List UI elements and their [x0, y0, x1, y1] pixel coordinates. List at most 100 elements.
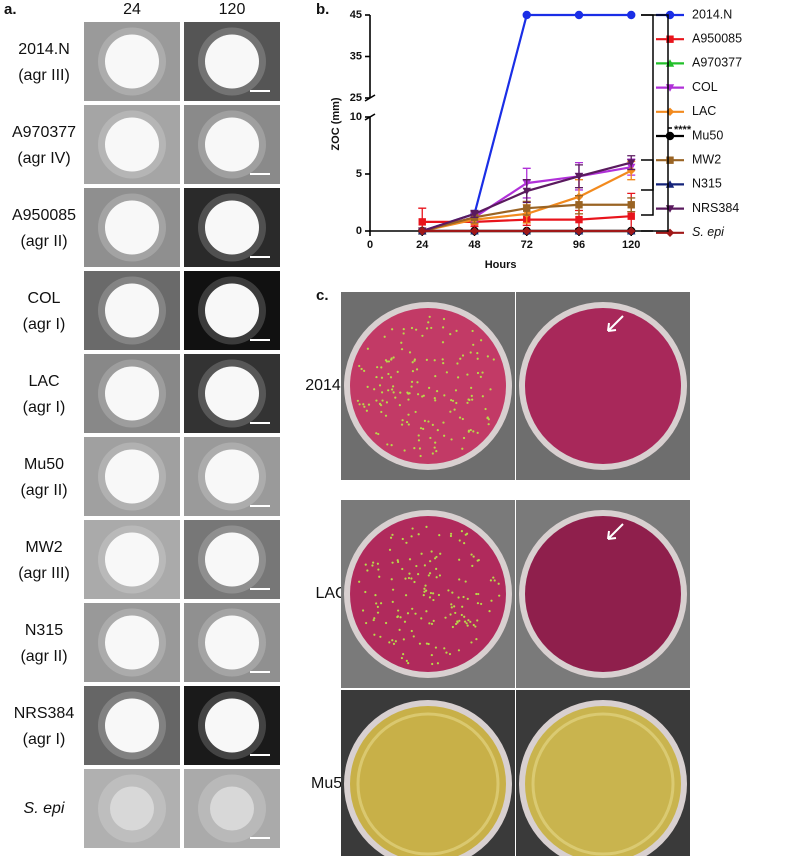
strain-label: A970377: [12, 124, 76, 141]
colony-dot: [416, 381, 419, 384]
colony-dot: [375, 375, 378, 379]
legend-marker: [665, 228, 675, 237]
colony-dot: [435, 555, 438, 559]
colony-dot: [457, 649, 461, 652]
dish-growth: [356, 712, 500, 856]
strain-label: Mu50: [24, 456, 64, 473]
colony-dot: [458, 619, 461, 622]
colony-dot: [458, 558, 461, 561]
colony-dot: [449, 532, 453, 535]
colony-dot: [442, 362, 445, 365]
marker: [522, 187, 531, 196]
colony-dot: [415, 328, 418, 331]
colony-dot: [444, 616, 447, 619]
colony-dot: [427, 574, 430, 577]
colony-dot: [396, 370, 399, 373]
colony-dot: [397, 609, 400, 612]
colony-dot: [463, 620, 467, 623]
colony-dot: [399, 616, 402, 619]
colony-dot: [430, 326, 433, 330]
dish-growth: [531, 712, 675, 856]
legend-label: MW2: [692, 152, 721, 166]
y-tick-label: 10: [350, 111, 362, 123]
colony-dot: [366, 569, 369, 572]
colony-spot: [105, 449, 159, 504]
colony-dot: [434, 375, 437, 378]
marker: [418, 218, 426, 226]
marker: [418, 226, 427, 236]
colony-spot: [105, 615, 159, 670]
colony-dot: [441, 358, 444, 361]
colony-dot: [388, 548, 392, 551]
colony-dot: [455, 401, 458, 405]
colony-spot: [105, 117, 159, 172]
colony-dot: [472, 343, 475, 346]
colony-dot: [386, 443, 389, 446]
marker: [470, 226, 479, 236]
colony-dot: [392, 356, 395, 359]
arrow: [607, 523, 624, 540]
arrow: [607, 315, 624, 332]
legend-label: 2014.N: [692, 7, 732, 21]
colony-dot: [443, 394, 446, 397]
colony-dot: [425, 589, 428, 592]
colony-dot: [390, 578, 393, 581]
marker: [575, 201, 583, 209]
colony-dot: [427, 321, 430, 324]
colony-dot: [358, 364, 361, 368]
colony-dot: [417, 572, 420, 576]
agr-group-label: (agr II): [20, 233, 67, 250]
strain-label: N315: [25, 622, 63, 639]
colony-dot: [431, 662, 434, 666]
colony-dot: [471, 564, 474, 567]
colony-dot: [419, 454, 422, 458]
colony-dot: [434, 441, 437, 444]
colony-dot: [392, 391, 395, 394]
agr-group-label: (agr II): [20, 482, 67, 499]
colony-dot: [449, 613, 452, 616]
colony-dot: [430, 622, 434, 625]
colony-dot: [458, 539, 461, 542]
colony-dot: [431, 452, 434, 455]
strain-label: LAC: [28, 373, 59, 390]
marker: [627, 166, 636, 175]
colony-dot: [402, 638, 405, 641]
colony-dot: [410, 629, 413, 633]
colony-dot: [384, 414, 388, 417]
colony-dot: [400, 341, 403, 344]
colony-dot: [411, 607, 414, 610]
colony-dot: [487, 418, 490, 421]
colony-dot: [466, 373, 469, 376]
colony-dot: [406, 612, 410, 615]
colony-dot: [408, 572, 411, 575]
colony-dot: [396, 559, 399, 562]
colony-dot: [476, 371, 480, 375]
x-tick-label: 24: [416, 239, 429, 251]
colony-dot: [466, 597, 469, 600]
colony-dot: [366, 385, 369, 389]
colony-dot: [431, 423, 434, 426]
colony-dot: [378, 575, 381, 578]
strain-label: NRS384: [14, 705, 75, 722]
colony-dot: [374, 594, 377, 597]
x-tick-label: 120: [622, 239, 640, 251]
legend-label: A950085: [692, 31, 742, 45]
colony-dot: [379, 404, 383, 407]
colony-dot: [398, 628, 401, 631]
colony-dot: [481, 371, 484, 374]
colony-dot: [399, 391, 402, 394]
colony-dot: [407, 423, 410, 426]
strain-label: 2014.N: [18, 41, 70, 58]
colony-dot: [424, 584, 427, 587]
dish-agar: [525, 516, 681, 672]
dish-agar: [525, 706, 681, 856]
colony-dot: [427, 642, 430, 646]
colony-dot: [433, 446, 436, 449]
colony-dot: [472, 555, 475, 558]
colony-dot: [376, 611, 380, 614]
bracket: [641, 14, 669, 232]
legend-label: S. epi: [692, 225, 725, 239]
marker: [627, 10, 636, 20]
colony-dot: [387, 389, 390, 392]
agr-group-label: (agr IV): [17, 150, 70, 167]
